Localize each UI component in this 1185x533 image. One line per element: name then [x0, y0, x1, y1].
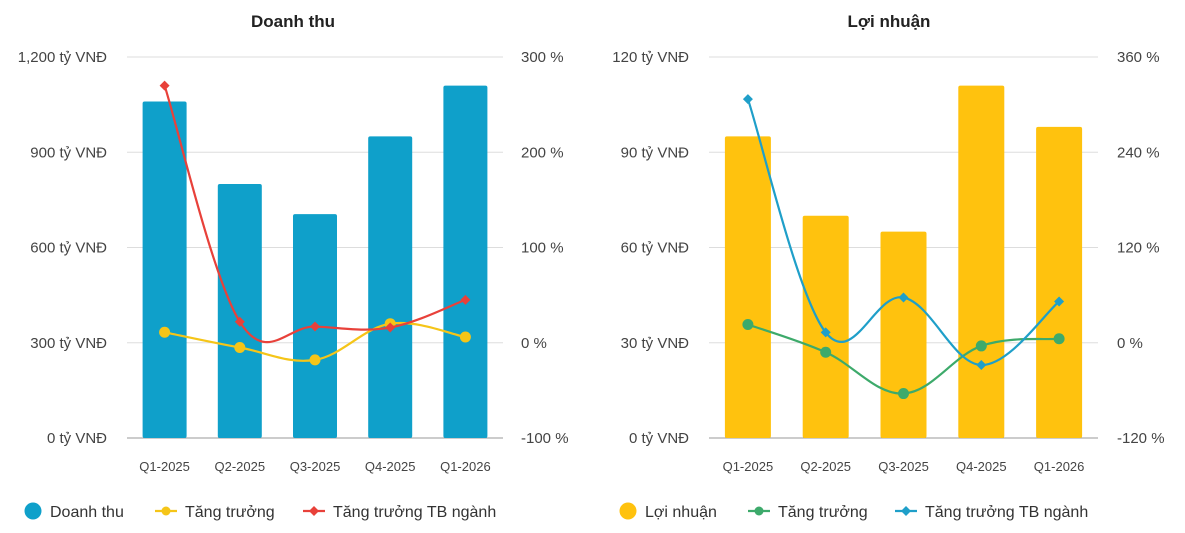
circle-marker [234, 342, 246, 354]
bar [142, 101, 187, 438]
diamond-marker [234, 316, 245, 327]
bar [443, 85, 488, 438]
diamond-marker [820, 327, 831, 338]
y-left-tick-label: 1,200 tỷ VNĐ [18, 49, 107, 66]
x-tick-label: Q1-2026 [1034, 459, 1085, 474]
y-left-tick-label: 60 tỷ VNĐ [621, 240, 690, 257]
legend-item: Doanh thu [24, 502, 124, 521]
circle-marker [820, 346, 832, 358]
legend-label: Tăng trưởng TB ngành [333, 504, 496, 521]
series-line [163, 85, 466, 344]
y-right-tick-label: 240 % [1117, 144, 1160, 161]
y-right-tick-label: 120 % [1117, 240, 1160, 257]
y-right-tick-label: -100 % [521, 430, 569, 447]
y-right-tick-label: 0 % [521, 335, 547, 352]
y-left-tick-label: 300 tỷ VNĐ [30, 335, 107, 352]
diamond-marker [1054, 296, 1065, 307]
legend-label: Lợi nhuận [645, 504, 717, 521]
bar [958, 85, 1005, 438]
legend-bar-swatch [619, 502, 637, 520]
chart-revenue-svg: Doanh thu 0 tỷ VNĐ -100 % 300 tỷ VNĐ 0 % 600 … [18, 12, 569, 521]
diamond-marker [385, 322, 396, 333]
diamond-marker [742, 94, 753, 105]
y-left-tick-label: 30 tỷ VNĐ [621, 335, 690, 352]
y-left-tick-label: 90 tỷ VNĐ [621, 144, 690, 161]
x-tick-label: Q4-2025 [956, 459, 1007, 474]
legend-label: Tăng trưởng [778, 504, 868, 521]
legend-diamond-marker [901, 506, 911, 516]
circle-marker [309, 354, 321, 366]
bar [217, 184, 262, 438]
circle-marker [742, 318, 754, 330]
legend-bar-swatch [24, 502, 42, 520]
legend-item: Tăng trưởng TB ngành [895, 504, 1088, 521]
y-right-tick-label: 100 % [521, 240, 564, 257]
legend-circle-marker [754, 506, 764, 516]
diamond-marker [310, 321, 320, 332]
x-tick-label: Q1-2026 [440, 459, 491, 474]
legend-item: Tăng trưởng TB ngành [303, 504, 496, 521]
x-tick-label: Q4-2025 [365, 459, 416, 474]
y-right-tick-label: -120 % [1117, 430, 1165, 447]
x-tick-label: Q3-2025 [290, 459, 341, 474]
legend-label: Tăng trưởng [185, 504, 275, 521]
legend-item: Tăng trưởng [155, 504, 275, 521]
legend-label: Doanh thu [50, 504, 124, 521]
legend-label: Tăng trưởng TB ngành [925, 504, 1088, 521]
x-tick-label: Q2-2025 [800, 459, 851, 474]
circle-marker [975, 340, 987, 352]
legend-item: Lợi nhuận [619, 502, 717, 521]
x-tick-label: Q2-2025 [215, 459, 266, 474]
y-right-tick-label: 300 % [521, 49, 564, 66]
chart-title: Doanh thu [251, 12, 335, 31]
chart-profit: Lợi nhuận 0 tỷ VNĐ -120 % 30 tỷ VNĐ 0 % 60 tỷ… [592, 0, 1185, 533]
y-left-tick-label: 600 tỷ VNĐ [30, 240, 107, 257]
bar [368, 136, 413, 438]
y-right-tick-label: 0 % [1117, 335, 1143, 352]
diamond-marker [159, 80, 170, 91]
diamond-marker [460, 294, 471, 305]
legend-item: Tăng trưởng [748, 504, 868, 521]
chart-revenue: Doanh thu 0 tỷ VNĐ -100 % 300 tỷ VNĐ 0 % 600 … [0, 0, 592, 533]
bar [802, 215, 849, 438]
x-tick-label: Q1-2025 [139, 459, 190, 474]
y-left-tick-label: 120 tỷ VNĐ [612, 49, 689, 66]
bar [1036, 126, 1083, 438]
circle-marker [459, 331, 471, 343]
y-left-tick-label: 0 tỷ VNĐ [629, 430, 689, 447]
circle-marker [159, 326, 171, 338]
chart-profit-svg: Lợi nhuận 0 tỷ VNĐ -120 % 30 tỷ VNĐ 0 % 60 tỷ… [612, 12, 1165, 521]
circle-marker [1053, 333, 1065, 345]
bar [880, 231, 927, 438]
x-tick-label: Q1-2025 [723, 459, 774, 474]
x-tick-label: Q3-2025 [878, 459, 929, 474]
series-line [746, 98, 1060, 367]
y-right-tick-label: 360 % [1117, 49, 1160, 66]
circle-marker [898, 388, 909, 400]
chart-title: Lợi nhuận [848, 12, 931, 31]
diamond-marker [898, 292, 909, 303]
y-left-tick-label: 900 tỷ VNĐ [30, 144, 107, 161]
legend-circle-marker [161, 506, 171, 516]
y-left-tick-label: 0 tỷ VNĐ [47, 430, 107, 447]
y-right-tick-label: 200 % [521, 144, 564, 161]
diamond-marker [976, 359, 987, 370]
legend-diamond-marker [309, 506, 319, 516]
bar [724, 136, 771, 438]
